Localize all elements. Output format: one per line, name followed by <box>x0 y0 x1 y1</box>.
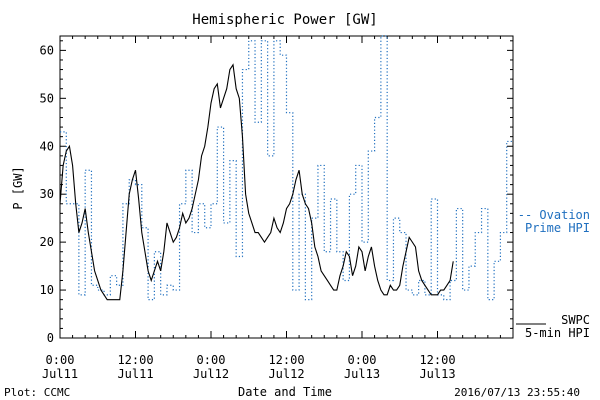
y-tick-label: 60 <box>40 43 54 57</box>
legend-swpc-line2: 5-min HPI <box>525 326 590 340</box>
series-ovation-line <box>60 35 513 301</box>
x-axis-label: Date and Time <box>238 385 332 399</box>
x-tick-date-label: Jul13 <box>344 367 380 381</box>
y-tick-label: 40 <box>40 139 54 153</box>
x-tick-date-label: Jul12 <box>193 367 229 381</box>
x-tick-time-label: 0:00 <box>197 353 226 367</box>
series-swpc-line <box>59 63 454 301</box>
y-tick-label: 50 <box>40 91 54 105</box>
y-tick-label: 10 <box>40 283 54 297</box>
y-tick-label: 30 <box>40 187 54 201</box>
x-tick-time-label: 12:00 <box>419 353 455 367</box>
plot-border <box>59 35 514 339</box>
x-tick-time-label: 0:00 <box>46 353 75 367</box>
y-axis-ticks: 0 10 20 30 40 50 60 <box>40 40 513 345</box>
footer-timestamp: 2016/07/13 23:55:40 <box>454 386 580 399</box>
plot-area <box>59 35 514 339</box>
y-tick-label: 20 <box>40 235 54 249</box>
legend: -- Ovation Prime HPI SWPC 5-min HPI <box>516 208 590 340</box>
chart-title: Hemispheric Power [GW] <box>192 12 377 28</box>
y-tick-label: 0 <box>47 331 54 345</box>
x-tick-date-label: Jul11 <box>117 367 153 381</box>
series-layer <box>59 35 513 301</box>
legend-swpc-line1: SWPC <box>561 313 590 327</box>
x-tick-date-label: Jul11 <box>42 367 78 381</box>
legend-ovation-line2: Prime HPI <box>525 221 590 235</box>
x-tick-time-label: 0:00 <box>348 353 377 367</box>
x-tick-time-label: 12:00 <box>268 353 304 367</box>
footer-credit: Plot: CCMC <box>4 386 70 399</box>
legend-ovation-line1: -- Ovation <box>518 208 590 222</box>
x-tick-date-label: Jul12 <box>268 367 304 381</box>
x-tick-date-label: Jul13 <box>419 367 455 381</box>
x-tick-time-label: 12:00 <box>117 353 153 367</box>
y-axis-label: P [GW] <box>11 166 25 209</box>
x-axis-ticks: 0:00Jul1112:00Jul110:00Jul1212:00Jul120:… <box>42 36 514 381</box>
